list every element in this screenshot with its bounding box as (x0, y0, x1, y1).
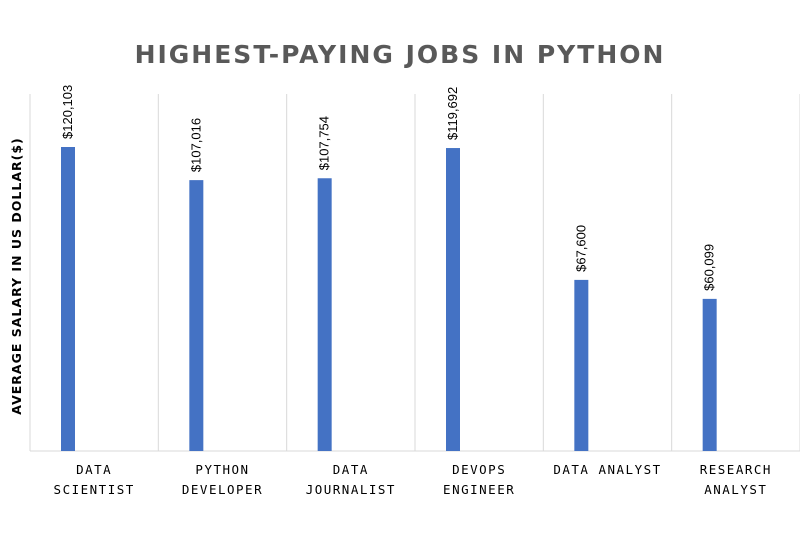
data-label-5: $67,600 (573, 225, 588, 272)
data-label-1: $120,103 (60, 85, 75, 139)
data-label-2: $107,016 (188, 118, 203, 172)
x-tick-label-1: DATA SCIENTIST (54, 462, 135, 497)
bar-4 (446, 148, 460, 451)
x-tick-label-3: DATA JOURNALIST (306, 462, 396, 497)
bar-6 (702, 298, 717, 451)
chart-title: HIGHEST-PAYING JOBS IN PYTHON (135, 40, 666, 69)
bar-3 (317, 178, 332, 451)
data-label-4: $119,692 (445, 87, 460, 140)
x-tick-labels: DATA SCIENTIST PYTHON DEVELOPER DATA JOURNALI… (54, 462, 772, 497)
x-tick-label-4: DEVOPS ENGINEER (443, 462, 515, 497)
grid-lines (29, 94, 800, 452)
data-labels: $120,103 $107,016 $107,754 $119,692 $67,600 $… (60, 85, 717, 291)
bar-1 (61, 147, 75, 451)
x-tick-label-6: RESEARCH ANALYST (700, 462, 772, 497)
bar-5 (574, 279, 589, 451)
x-tick-label-2: PYTHON DEVELOPER (182, 462, 263, 497)
bars (61, 147, 717, 451)
y-axis-label: AVERAGE SALARY IN US DOLLAR($) (9, 137, 24, 414)
data-label-6: $60,099 (702, 244, 717, 291)
x-tick-label-5: DATA ANALYST (553, 462, 661, 477)
bar-2 (189, 180, 204, 451)
data-label-3: $107,754 (317, 116, 332, 170)
